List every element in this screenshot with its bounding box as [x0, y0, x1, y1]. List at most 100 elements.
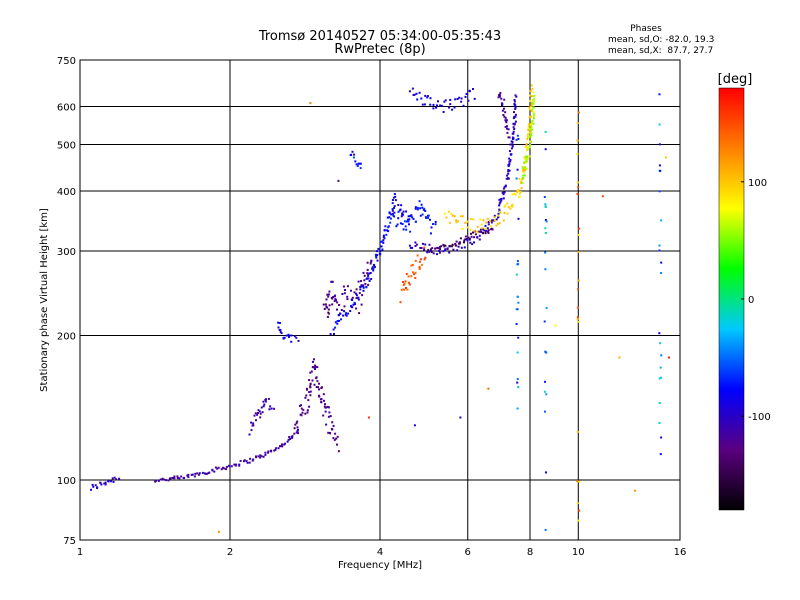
echo-point — [267, 450, 270, 453]
echo-point — [277, 447, 280, 450]
interference-point — [658, 249, 661, 252]
echo-point — [449, 212, 452, 215]
echo-point — [277, 326, 280, 329]
echo-point — [371, 267, 374, 270]
interference-point — [658, 164, 661, 167]
echo-point — [173, 477, 176, 480]
echo-point — [428, 243, 431, 246]
echo-point — [526, 133, 529, 136]
echo-point — [408, 223, 410, 226]
interference-point — [577, 233, 580, 236]
echo-point — [462, 104, 465, 107]
echo-point — [296, 420, 299, 423]
echo-point — [528, 146, 531, 149]
echo-point — [301, 411, 304, 414]
echo-point — [345, 314, 348, 317]
echo-point — [434, 223, 437, 226]
interference-point — [660, 376, 662, 379]
echo-point — [402, 283, 405, 286]
interference-point — [544, 251, 547, 254]
echo-point — [386, 216, 389, 219]
echo-point — [316, 366, 319, 369]
interference-point — [577, 251, 580, 253]
echo-point — [309, 382, 312, 385]
echo-point — [511, 205, 514, 208]
x-axis-ticks: 1 2 4 6 8 10 16 — [77, 547, 687, 558]
echo-point — [530, 134, 533, 137]
interference-point — [544, 380, 546, 383]
echo-point — [530, 123, 532, 126]
scatter-point — [667, 356, 670, 359]
echo-point — [407, 275, 410, 278]
echo-point — [489, 219, 491, 222]
echo-point — [468, 238, 471, 241]
echo-point — [489, 228, 492, 231]
echo-point — [452, 248, 455, 251]
echo-point — [499, 92, 502, 95]
echo-point — [306, 409, 309, 412]
echo-point — [92, 485, 95, 488]
scatter-point — [217, 530, 220, 533]
echo-point — [504, 125, 507, 128]
echo-point — [313, 383, 316, 386]
echo-point — [334, 321, 337, 324]
echo-point — [529, 94, 532, 97]
echo-point — [375, 255, 378, 258]
echo-point — [360, 303, 363, 306]
echo-point — [506, 202, 509, 205]
echo-point — [435, 106, 438, 109]
echo-point — [332, 424, 335, 427]
echo-point — [513, 103, 516, 106]
echo-point — [252, 422, 255, 425]
echo-point — [336, 308, 338, 311]
interference-point — [543, 196, 546, 198]
echo-point — [355, 307, 358, 310]
interference-point — [543, 390, 546, 393]
echo-point — [300, 407, 303, 410]
echo-point — [411, 216, 414, 219]
echo-point — [367, 283, 370, 286]
echo-point — [325, 423, 328, 426]
echo-point — [509, 207, 512, 210]
echo-point — [391, 209, 394, 212]
echo-point — [528, 106, 531, 109]
echo-point — [328, 290, 331, 293]
echo-point — [306, 387, 308, 390]
echo-point — [155, 479, 158, 482]
echo-point — [395, 225, 398, 228]
echo-point — [358, 312, 361, 315]
echo-point — [343, 292, 346, 295]
echo-point — [196, 472, 199, 475]
echo-point — [391, 208, 394, 211]
echo-point — [418, 260, 421, 263]
echo-point — [324, 403, 326, 406]
interference-point — [577, 288, 580, 291]
echo-point — [514, 94, 517, 97]
echo-point — [103, 482, 106, 485]
echo-point — [531, 128, 534, 131]
echo-point — [501, 102, 503, 105]
echo-point — [314, 365, 317, 368]
x-tick-label: 4 — [377, 547, 383, 558]
interference-point — [517, 217, 520, 220]
echo-point — [422, 208, 425, 211]
echo-point — [524, 168, 527, 171]
echo-point — [355, 297, 358, 300]
echo-point — [334, 298, 337, 301]
echo-point — [437, 100, 439, 103]
echo-point — [533, 100, 535, 103]
echo-point — [279, 331, 282, 333]
echo-point — [424, 94, 427, 97]
echo-point — [359, 162, 362, 165]
scatter-point — [665, 156, 667, 159]
echo-point — [498, 95, 501, 98]
echo-point — [355, 163, 358, 166]
echo-point — [403, 220, 406, 223]
echo-point — [361, 294, 364, 297]
echo-point — [355, 292, 358, 295]
echo-point — [264, 453, 267, 456]
echo-point — [335, 437, 338, 440]
echo-point — [377, 247, 380, 250]
echo-point — [487, 223, 490, 226]
echo-point — [447, 210, 450, 213]
